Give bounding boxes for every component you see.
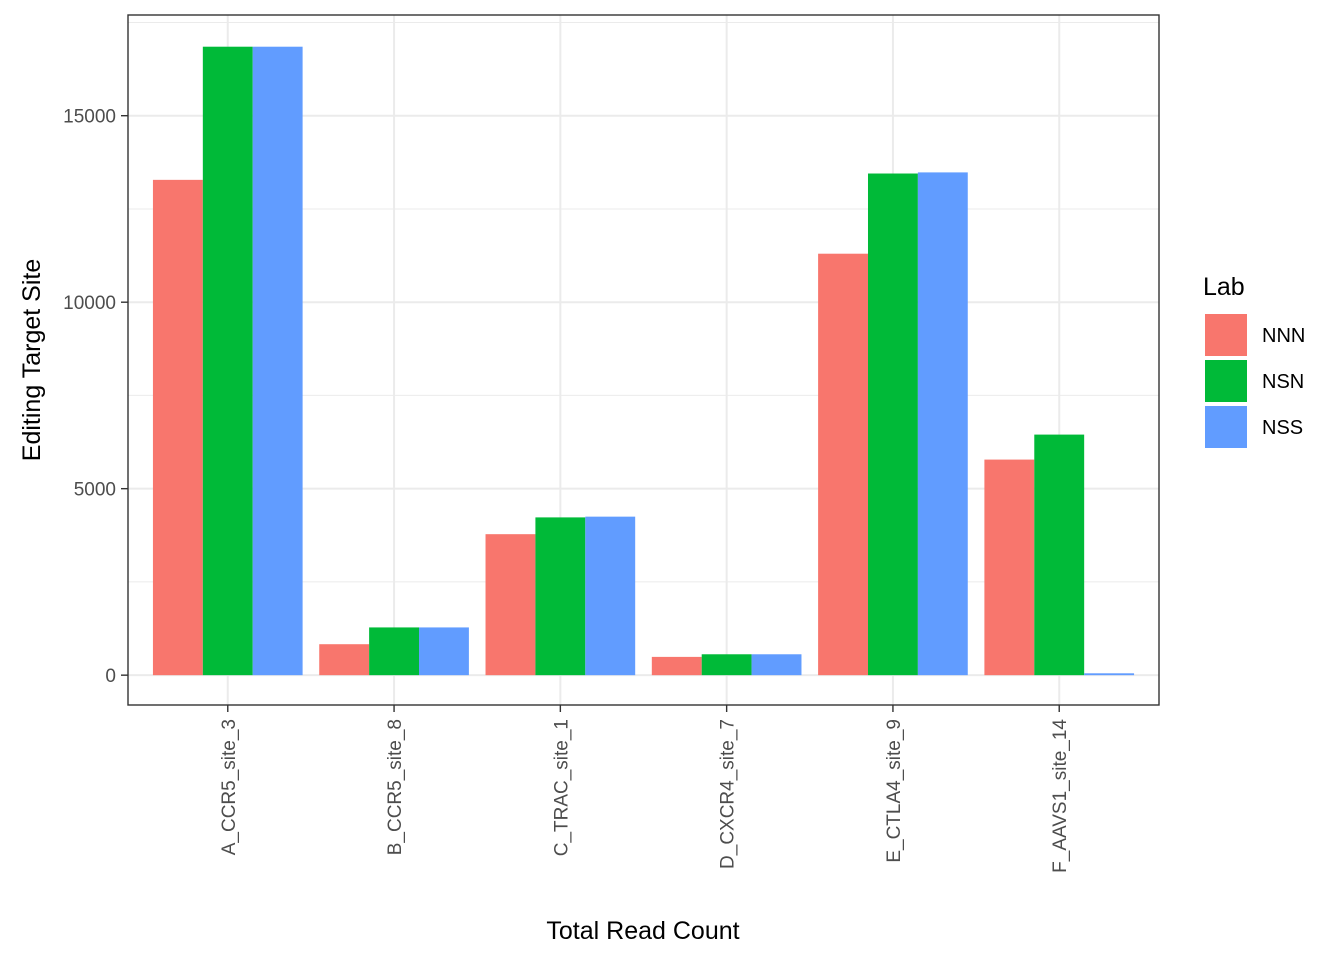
bar-nss-e_ctla4_site_9 (917, 172, 968, 676)
y-tick-label: 10000 (63, 293, 116, 314)
bar-nsn-d_cxcr4_site_7 (701, 654, 752, 676)
bar-nsn-a_ccr5_site_3 (202, 46, 253, 676)
x-tick-label: F_AAVS1_site_14 (1050, 719, 1071, 873)
legend-key-nnn (1205, 314, 1247, 356)
bar-nnn-d_cxcr4_site_7 (651, 656, 702, 676)
legend-label-nss: NSS (1262, 417, 1303, 439)
legend-key-nsn (1205, 360, 1247, 402)
bar-nss-b_ccr5_site_8 (419, 627, 469, 676)
bar-nsn-f_aavs1_site_14 (1034, 434, 1085, 676)
bar-nsn-e_ctla4_site_9 (867, 173, 918, 676)
x-tick-label: B_CCR5_site_8 (385, 719, 406, 855)
bar-nss-d_cxcr4_site_7 (751, 654, 802, 676)
x-tick-label: E_CTLA4_site_9 (884, 719, 905, 863)
y-tick-label: 15000 (63, 107, 116, 128)
bar-nnn-b_ccr5_site_8 (319, 644, 370, 676)
bar-nnn-e_ctla4_site_9 (818, 253, 868, 676)
bar-nss-c_trac_site_1 (585, 516, 636, 676)
bar-nss-a_ccr5_site_3 (252, 46, 303, 676)
bar-nss-f_aavs1_site_14 (1084, 673, 1135, 676)
bar-nnn-c_trac_site_1 (485, 534, 536, 676)
legend-key-nss (1205, 406, 1247, 448)
y-axis-ticks: 0 5000 10000 15000 (63, 107, 128, 687)
bar-nsn-c_trac_site_1 (535, 517, 586, 676)
x-tick-label: C_TRAC_site_1 (551, 719, 572, 856)
legend-title: Lab (1203, 273, 1245, 301)
y-tick-label: 5000 (74, 480, 116, 501)
x-axis-title: Total Read Count (546, 917, 739, 945)
legend-label-nsn: NSN (1262, 371, 1304, 393)
legend: Lab NNN NSN NSS (1203, 273, 1305, 448)
legend-label-nnn: NNN (1262, 325, 1305, 347)
y-axis-title: Editing Target Site (18, 259, 46, 461)
x-tick-label: D_CXCR4_site_7 (718, 719, 739, 869)
bar-nsn-b_ccr5_site_8 (369, 627, 420, 676)
panel-border (127, 14, 1160, 706)
y-tick-label: 0 (105, 666, 116, 687)
bar-nnn-f_aavs1_site_14 (984, 459, 1035, 676)
x-tick-label: A_CCR5_site_3 (219, 719, 240, 855)
bar-nnn-a_ccr5_site_3 (152, 179, 203, 676)
x-axis-ticks: A_CCR5_site_3 B_CCR5_site_8 C_TRAC_site_1 D… (219, 705, 1071, 873)
bars (152, 46, 1135, 676)
